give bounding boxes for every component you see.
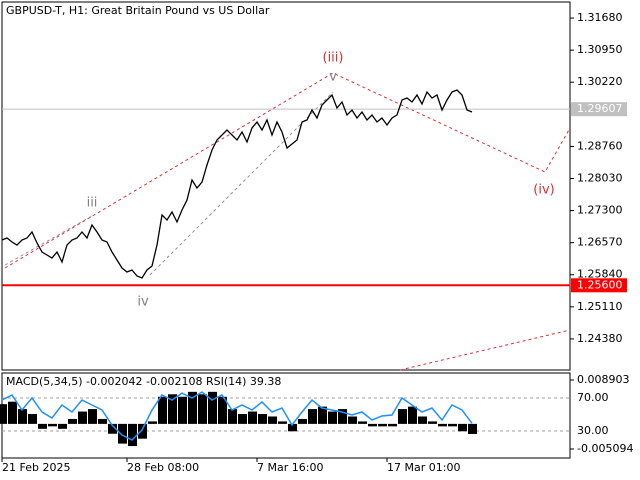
wave-label: iv [137, 295, 149, 310]
macd-bar [78, 411, 87, 424]
price-label-box [571, 102, 627, 117]
macd-bar [418, 416, 427, 424]
y-tick-label: 1.28760 [577, 139, 623, 152]
macd-bar [58, 423, 67, 429]
x-tick-label: 7 Mar 16:00 [257, 461, 323, 474]
macd-bar [18, 409, 27, 424]
macd-bar [28, 414, 37, 424]
macd-bar [178, 396, 187, 424]
wave-label: v [329, 70, 337, 85]
wave-label: iii [87, 196, 98, 211]
wave-line [149, 91, 334, 276]
macd-bar [458, 423, 467, 432]
macd-bar [138, 423, 147, 439]
macd-bar [378, 423, 387, 427]
macd-bar [278, 421, 287, 424]
y-tick-label: 1.25110 [577, 300, 623, 313]
x-tick-label: 28 Feb 08:00 [127, 461, 199, 474]
macd-bar [158, 396, 167, 424]
y-tick-label: 1.26570 [577, 236, 623, 249]
wave-line [4, 72, 571, 269]
wave-line [4, 215, 93, 266]
price-frame [1, 1, 571, 371]
macd-bar [218, 396, 227, 424]
wave-line [399, 329, 571, 371]
indicator-title: MACD(5,34,5) -0.002042 -0.002108 RSI(14)… [6, 375, 281, 388]
macd-bar [298, 418, 307, 424]
x-tick-label: 17 Mar 01:00 [387, 461, 460, 474]
price-label: 1.25600 [577, 278, 623, 291]
macd-bar [268, 416, 277, 424]
macd-bar [368, 423, 377, 427]
macd-bar [248, 411, 257, 424]
y-tick-label: 1.25840 [577, 268, 623, 281]
macd-bar [8, 401, 17, 424]
macd-bar [328, 411, 337, 424]
y-tick-label: 0.008903 [577, 373, 630, 386]
macd-bar [358, 421, 367, 424]
macd-bar [258, 414, 267, 424]
y-tick-label: -0.005094 [577, 442, 633, 455]
macd-bar [308, 409, 317, 424]
price-label: 1.29607 [577, 102, 623, 115]
macd-bar [388, 423, 397, 427]
macd-bar [148, 421, 157, 424]
macd-bar [38, 423, 47, 429]
macd-bar [188, 391, 197, 424]
macd-bar [168, 394, 177, 424]
wave-label: (iii) [323, 51, 344, 66]
wave-lines [4, 72, 571, 371]
wave-label: (iv) [533, 183, 554, 198]
x-tick-label: 21 Feb 2025 [2, 461, 70, 474]
y-tick-label: 1.31680 [577, 11, 623, 24]
y-tick-label: 1.30950 [577, 43, 623, 56]
macd-bar [408, 406, 417, 424]
y-tick-label: 1.24380 [577, 332, 623, 345]
y2-tick-label: 30.00 [577, 424, 609, 437]
macd-bar [128, 423, 137, 447]
macd-bar [428, 421, 437, 424]
macd-bar [238, 414, 247, 424]
macd-bar [118, 423, 127, 444]
rsi-line [1, 391, 473, 441]
chart-title: GBPUSD-T, H1: Great Britain Pound vs US … [6, 4, 270, 17]
y-tick-label: 1.27300 [577, 204, 623, 217]
macd-bar [88, 409, 97, 424]
macd-bar [0, 404, 7, 424]
macd-bar [228, 409, 237, 424]
y2-tick-label: 70.00 [577, 391, 609, 404]
macd-bar [338, 409, 347, 424]
macd-bar [68, 418, 77, 424]
macd-bar [448, 423, 457, 427]
macd-bar [108, 423, 117, 434]
macd-bar [318, 406, 327, 424]
macd-bar [208, 391, 217, 424]
macd-bar [398, 409, 407, 424]
macd-bar [48, 423, 57, 427]
macd-bar [468, 423, 477, 434]
y-tick-label: 1.30220 [577, 75, 623, 88]
macd-bar [438, 423, 447, 427]
macd-bar [348, 416, 357, 424]
y-tick-label: 1.28030 [577, 171, 623, 184]
price-line-series [1, 89, 473, 279]
macd-bar [198, 394, 207, 424]
price-label-box [571, 278, 627, 293]
macd-bar [98, 418, 107, 424]
macd-bar [288, 423, 297, 432]
